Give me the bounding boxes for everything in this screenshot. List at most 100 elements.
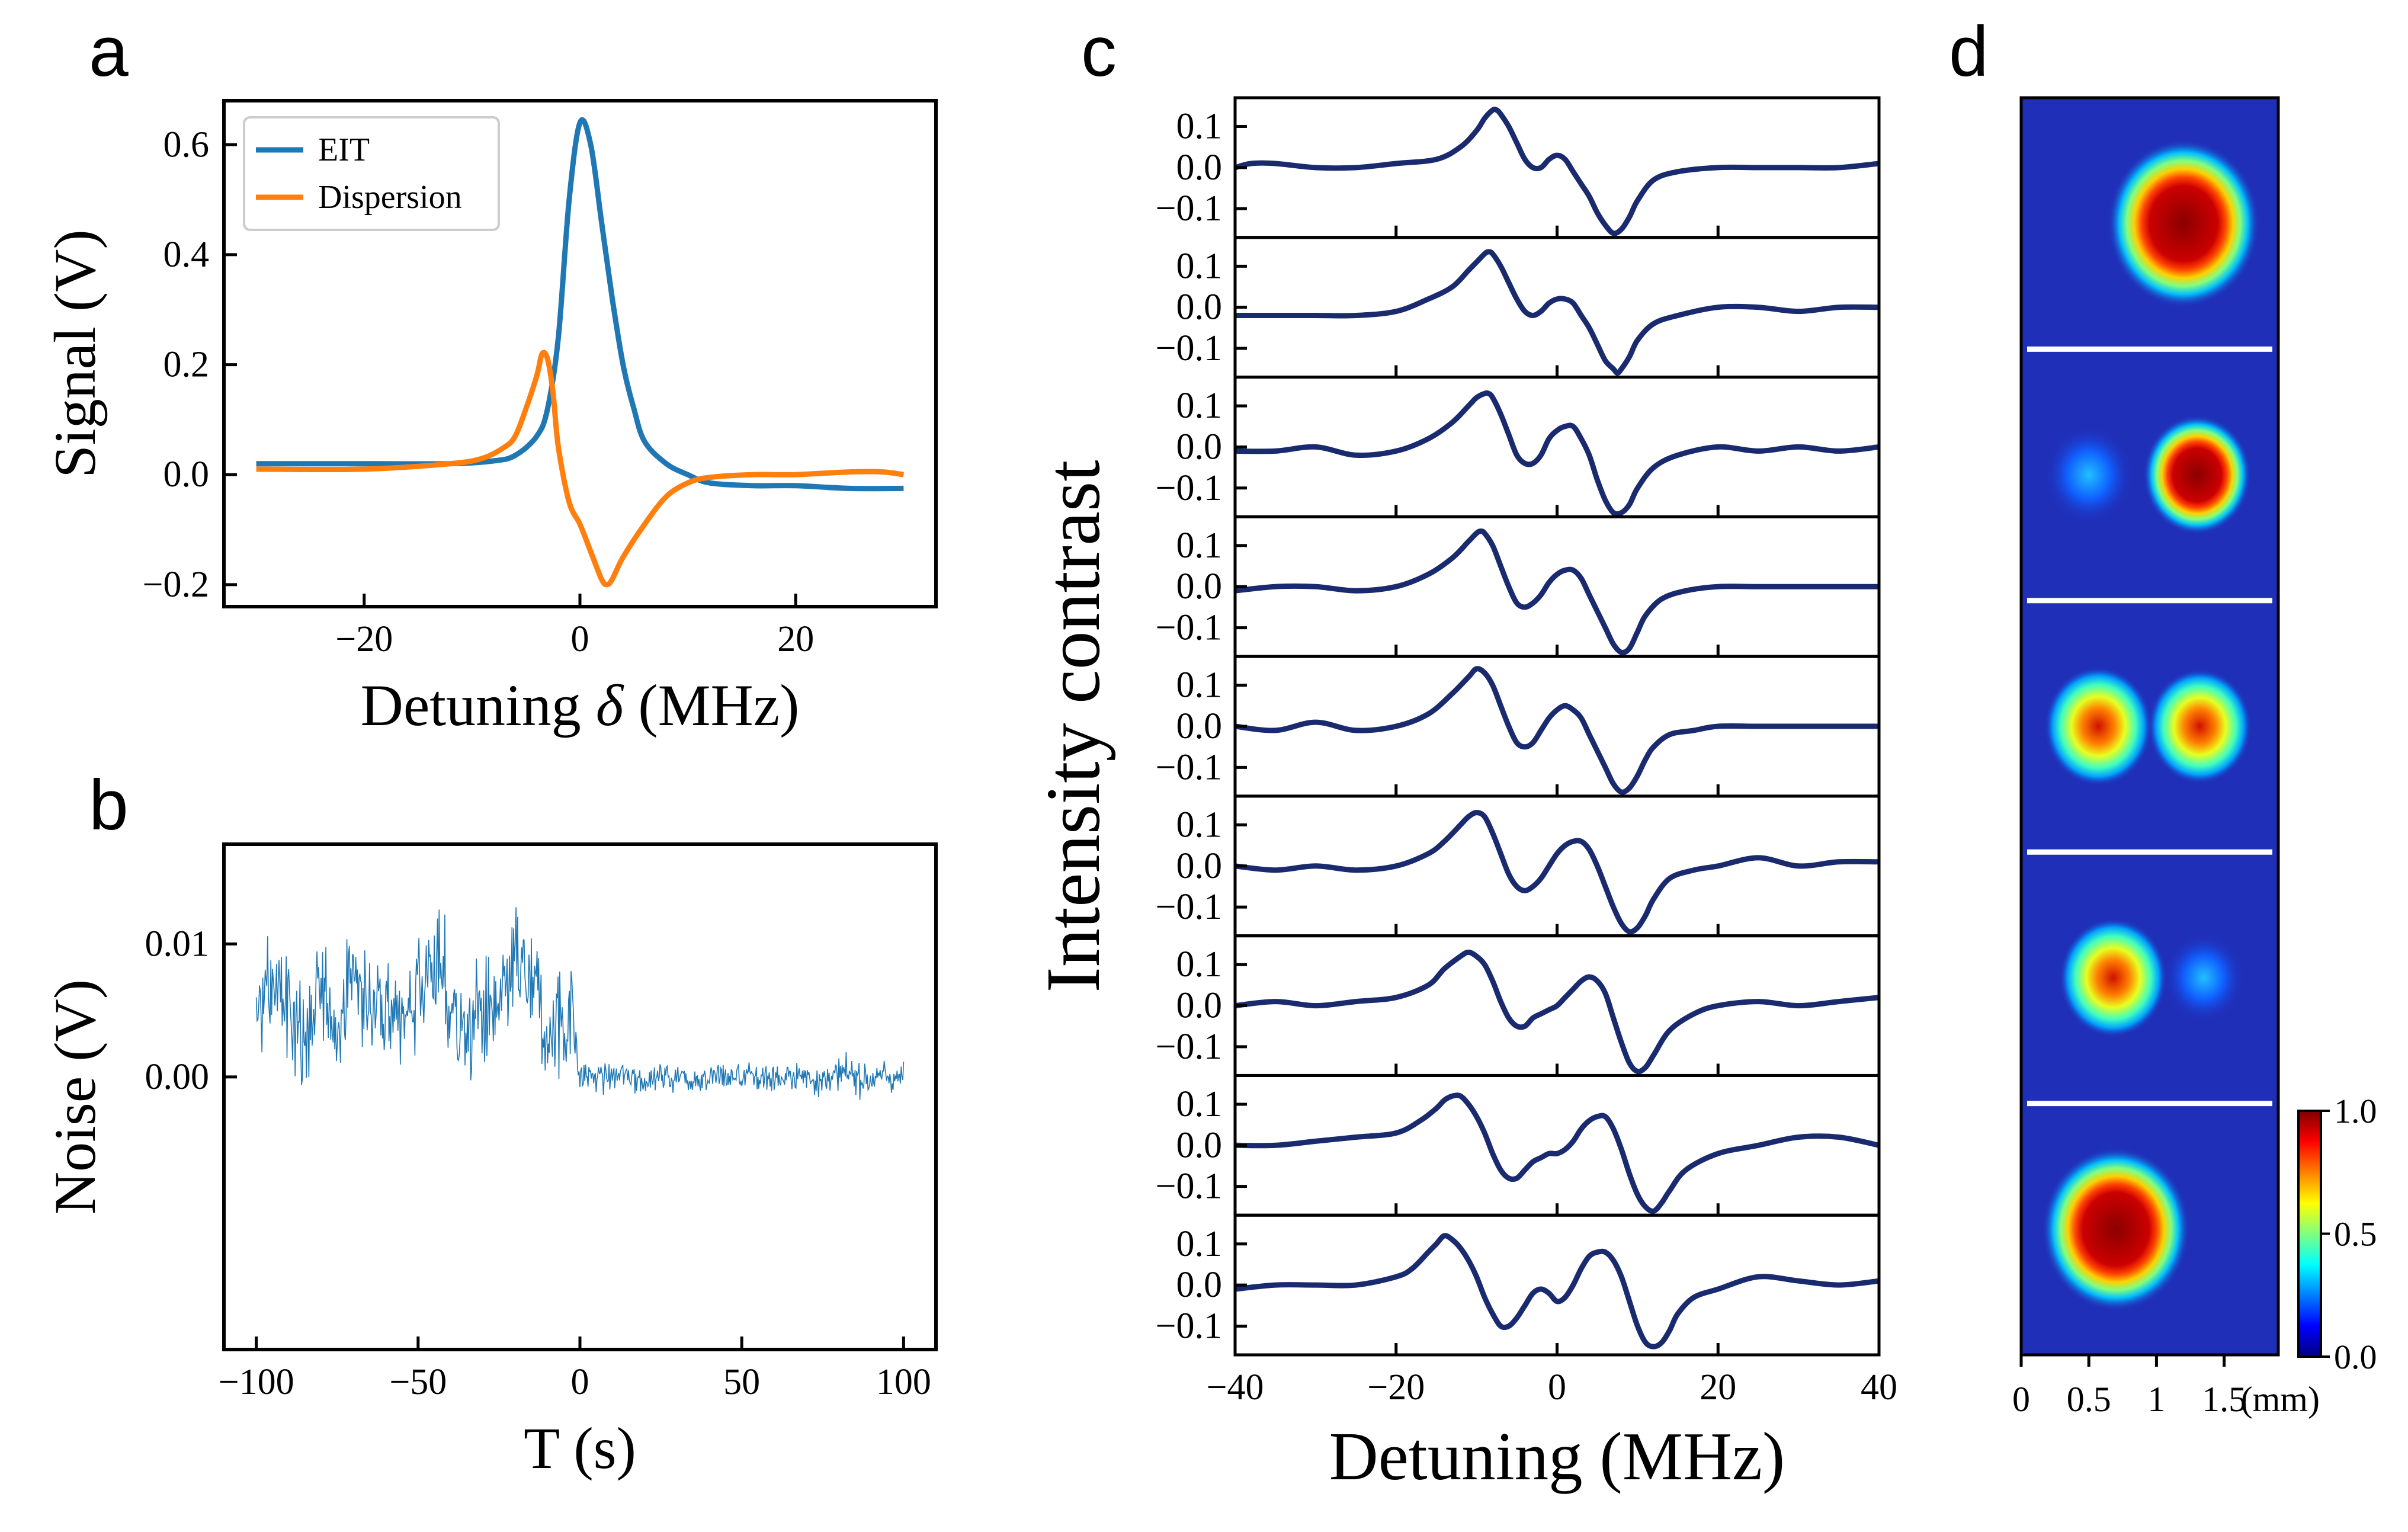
panel-a-ytick-label: 0.4 <box>163 235 210 275</box>
panel-d-colorbar-label: 0.5 <box>2334 1215 2377 1254</box>
panel-d-spot <box>2148 669 2252 784</box>
panel-a-xlabel-symbol: δ <box>596 672 624 738</box>
panel-a-line-eit <box>256 117 904 492</box>
panel-c-ytick-label: 0.0 <box>1176 986 1223 1026</box>
panel-c-ytick-label: 0.1 <box>1176 1084 1223 1124</box>
panel-d-colorbar-gradient <box>2297 1110 2322 1358</box>
panel-a-xtick-label: 0 <box>571 619 589 659</box>
panel-d-spot <box>2044 666 2153 786</box>
panel-c-ytick-label: −0.1 <box>1156 328 1222 368</box>
panel-c-ytick-label: −0.1 <box>1156 1027 1222 1067</box>
panel-b-plot-area <box>255 907 905 1100</box>
panel-a-legend: EIT Dispersion <box>243 116 500 231</box>
panel-d-image <box>2042 1148 2190 1311</box>
panel-c-ytick-label: −0.1 <box>1156 188 1222 229</box>
panel-c-subplot: 0.10.0−0.1 <box>1156 1213 1881 1357</box>
panel-b-frame <box>222 842 938 1351</box>
panel-d-spot <box>2042 1148 2190 1311</box>
panel-d-xunit: (mm) <box>2241 1380 2320 1419</box>
panel-b-xtick-label: 50 <box>723 1362 760 1402</box>
panel-a-xlabel: Detuning δ (MHz) <box>361 672 800 738</box>
panel-c-ytick-label: 0.0 <box>1176 427 1223 467</box>
panel-a-xlabel-prefix: Detuning <box>361 672 596 738</box>
panel-c-ytick-label: −0.1 <box>1156 608 1222 648</box>
panel-a-xlabel-suffix: (MHz) <box>623 672 799 738</box>
panel-c-trace2 <box>1235 249 1879 376</box>
panel-c-xtick-label: 40 <box>1861 1367 1897 1408</box>
panel-c-trace6 <box>1235 810 1879 935</box>
panel-a-plot-area <box>256 117 905 588</box>
panel-d-images: 0 0.5 1 1.5(mm) 1.0 0.5 0.0 <box>2012 96 2377 1419</box>
panel-c-ytick-label: 0.1 <box>1176 805 1223 845</box>
panel-c-xtick-label: −20 <box>1367 1367 1425 1408</box>
panel-c-frame <box>1233 236 1881 379</box>
panel-label-a: a <box>89 12 129 91</box>
panel-c-subplot: 0.10.0−0.1 <box>1156 236 1881 379</box>
panel-a-ytick-label: 0.6 <box>163 124 210 165</box>
panel-c-subplot: 0.10.0−0.1 <box>1156 96 1881 239</box>
panel-d-xtick-label: 1.5 <box>2202 1380 2246 1419</box>
panel-c-plot-area <box>1235 1233 1879 1350</box>
panel-a-ytick-label: −0.2 <box>143 565 209 605</box>
panel-c-ytick-label: 0.0 <box>1176 1265 1223 1305</box>
panel-c-xtick-label: −40 <box>1207 1367 1264 1408</box>
panel-c-ytick-label: 0.0 <box>1176 1125 1223 1165</box>
panel-b-xtick-label: 0 <box>571 1362 589 1402</box>
panel-c-trace4 <box>1235 528 1879 655</box>
panel-c-ytick-label: 0.1 <box>1176 665 1223 706</box>
panel-b-chart: −100 −50 0 50 100 0.00 0.01 T (s) Noise (V) <box>42 842 938 1481</box>
panel-c-plot-area <box>1235 249 1879 376</box>
panel-d-image <box>2044 666 2252 786</box>
panel-c-trace1 <box>1235 106 1879 236</box>
panel-b-ylabel: Noise (V) <box>42 979 108 1214</box>
panel-c-frame <box>1233 1073 1881 1217</box>
panel-c-ytick-label: 0.1 <box>1176 525 1223 566</box>
panel-c-plot-area <box>1235 1092 1879 1214</box>
panel-c-chart: 0.10.0−0.10.10.0−0.10.10.0−0.10.10.0−0.1… <box>1031 96 1897 1494</box>
panel-c-ytick-label: 0.1 <box>1176 386 1223 426</box>
panel-d-colorbar-label: 1.0 <box>2334 1092 2377 1130</box>
panel-d-spot <box>2143 415 2251 534</box>
panel-c-subplot: 0.10.0−0.1 <box>1156 376 1881 518</box>
panel-a-legend-label: Dispersion <box>318 179 462 216</box>
panel-b-noise-line <box>255 907 905 1100</box>
panel-c-subplot: 0.10.0−0.1 <box>1156 1073 1881 1217</box>
panel-c-ytick-label: −0.1 <box>1156 468 1222 508</box>
panel-d-image <box>2045 415 2251 534</box>
panel-a-ytick-label: 0.2 <box>163 345 210 385</box>
panel-c-trace8 <box>1235 1092 1879 1214</box>
panel-b-ytick-label: 0.00 <box>145 1057 210 1097</box>
panel-a-legend-label: EIT <box>318 132 370 168</box>
panel-a-line-dispersion <box>256 350 905 588</box>
panel-b-xtick-label: −100 <box>219 1362 294 1402</box>
panel-c-ytick-label: 0.1 <box>1176 1224 1223 1264</box>
panel-c-trace7 <box>1235 949 1879 1075</box>
panel-d-spot <box>2045 426 2133 524</box>
panel-c-plot-area <box>1235 949 1879 1075</box>
panel-d-xtick-label: 0 <box>2012 1380 2030 1419</box>
panel-c-ytick-label: −0.1 <box>1156 1306 1222 1346</box>
panel-d-xtick-label: 0.5 <box>2067 1380 2111 1419</box>
panel-c-xtick-label: 20 <box>1700 1367 1736 1408</box>
panel-a-legend-box <box>243 116 500 231</box>
panel-c-ytick-label: 0.0 <box>1176 148 1223 188</box>
panel-c-ytick-label: 0.0 <box>1176 566 1223 607</box>
panel-c-ytick-label: 0.0 <box>1176 846 1223 886</box>
panel-b-xlabel: T (s) <box>524 1415 636 1481</box>
panel-c-subplot: 0.10.0−0.1 <box>1156 934 1881 1077</box>
panel-c-subplot: 0.10.0−0.1 <box>1156 794 1881 938</box>
panel-d-colorbar: 1.0 0.5 0.0 <box>2297 1092 2377 1376</box>
panel-d-image <box>2108 139 2259 307</box>
panel-c-ytick-label: 0.1 <box>1176 944 1223 985</box>
panel-d-image-stack <box>2021 98 2278 1355</box>
panel-d-xtick-label: 1 <box>2147 1380 2165 1419</box>
panel-d-spot <box>2164 934 2244 1022</box>
panel-c-plot-area <box>1235 390 1879 517</box>
panel-c-ytick-label: −0.1 <box>1156 887 1222 927</box>
panel-a-chart: −20 0 20 −0.2 0.0 0.2 0.4 0.6 Detuning δ (MHz) Si… <box>42 99 938 738</box>
panel-c-trace5 <box>1235 666 1879 795</box>
panel-b-xtick-label: 100 <box>876 1362 931 1402</box>
panel-c-trace9 <box>1235 1233 1879 1350</box>
panel-c-trace3 <box>1235 390 1879 517</box>
